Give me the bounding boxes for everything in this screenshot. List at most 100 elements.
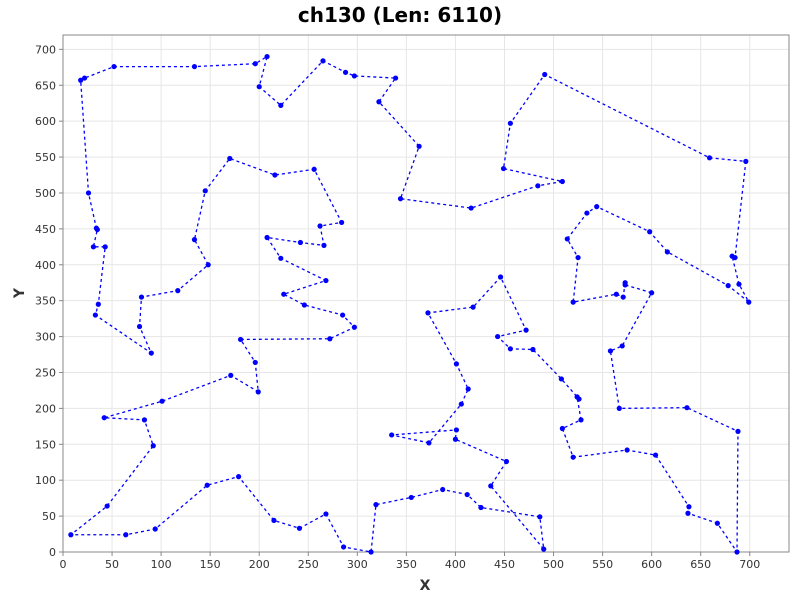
city-point	[558, 376, 564, 382]
city-point	[141, 417, 148, 423]
city-point	[734, 549, 740, 555]
y-tick-label: 150	[35, 438, 56, 451]
city-point	[706, 155, 713, 161]
city-point	[559, 178, 565, 185]
city-point	[323, 511, 329, 517]
y-tick-label: 0	[49, 546, 56, 559]
y-tick-label: 550	[35, 151, 56, 164]
city-point	[478, 504, 484, 511]
city-point	[92, 312, 98, 318]
city-point	[570, 454, 576, 460]
city-point	[301, 302, 307, 308]
x-tick-label: 0	[60, 558, 67, 571]
y-axis-label: Y	[12, 287, 28, 299]
city-point	[652, 452, 659, 458]
x-tick-label: 700	[739, 558, 760, 571]
y-tick-label: 650	[35, 79, 56, 92]
y-tick-label: 250	[35, 366, 56, 379]
city-point	[85, 190, 92, 196]
city-point	[152, 526, 158, 532]
city-point	[236, 474, 242, 480]
city-point	[93, 225, 99, 231]
city-point	[368, 549, 374, 555]
city-point	[542, 71, 548, 78]
city-point	[503, 458, 510, 465]
city-point	[619, 343, 625, 349]
city-point	[102, 244, 108, 250]
city-point	[664, 249, 670, 255]
y-tick-label: 600	[35, 115, 56, 128]
x-tick-label: 650	[690, 558, 711, 571]
city-point	[204, 482, 210, 488]
city-point	[342, 69, 349, 75]
city-point	[425, 310, 431, 316]
city-point	[340, 312, 346, 318]
plot-area-frame	[62, 34, 790, 553]
city-point	[578, 417, 584, 423]
city-point	[389, 432, 395, 438]
city-point	[649, 290, 655, 296]
city-point	[272, 172, 278, 178]
city-point	[416, 143, 422, 149]
city-point	[714, 520, 720, 526]
x-tick-label: 400	[445, 558, 466, 571]
y-tick-label: 500	[35, 187, 56, 200]
y-tick-label: 400	[35, 259, 56, 272]
city-point	[624, 447, 630, 453]
city-point	[175, 288, 181, 294]
city-point	[620, 294, 626, 300]
y-tick-label: 700	[35, 43, 56, 56]
x-tick-label: 300	[347, 558, 368, 571]
city-point	[564, 236, 570, 242]
city-point	[537, 514, 543, 520]
city-point	[376, 99, 382, 105]
city-point	[138, 294, 145, 300]
city-point	[559, 425, 565, 432]
city-point	[339, 219, 345, 226]
city-point	[408, 494, 414, 501]
city-point	[584, 210, 590, 216]
city-point	[123, 532, 129, 538]
city-point	[684, 405, 690, 411]
x-tick-label: 550	[592, 558, 613, 571]
city-point	[530, 346, 536, 353]
city-point	[458, 401, 464, 407]
city-point	[729, 253, 735, 259]
x-tick-label: 50	[105, 558, 119, 571]
city-point	[78, 77, 84, 83]
city-point	[68, 532, 74, 538]
x-tick-label: 450	[494, 558, 515, 571]
city-point	[278, 255, 284, 261]
city-point	[736, 281, 742, 287]
city-point	[570, 299, 576, 305]
city-point	[465, 386, 471, 392]
city-point	[351, 324, 357, 330]
city-point	[323, 277, 329, 284]
y-tick-label: 100	[35, 474, 56, 487]
city-point	[735, 428, 741, 434]
y-tick-label: 50	[42, 510, 56, 523]
x-tick-label: 250	[298, 558, 319, 571]
city-point	[271, 517, 277, 524]
city-point	[104, 503, 110, 509]
city-point	[647, 229, 653, 235]
x-tick-label: 100	[151, 558, 172, 571]
city-point	[264, 53, 270, 60]
city-point	[111, 63, 117, 70]
y-tick-label: 300	[35, 331, 56, 344]
city-point	[575, 254, 581, 261]
city-point	[148, 350, 154, 356]
city-point	[297, 239, 304, 246]
city-point	[616, 405, 622, 411]
city-point	[488, 483, 494, 489]
city-point	[576, 396, 582, 402]
city-point	[464, 491, 470, 498]
city-point	[317, 223, 323, 229]
y-tick-label: 450	[35, 223, 56, 236]
city-point	[255, 389, 261, 395]
city-point	[159, 398, 165, 404]
city-point	[205, 262, 211, 268]
city-point	[264, 234, 270, 241]
